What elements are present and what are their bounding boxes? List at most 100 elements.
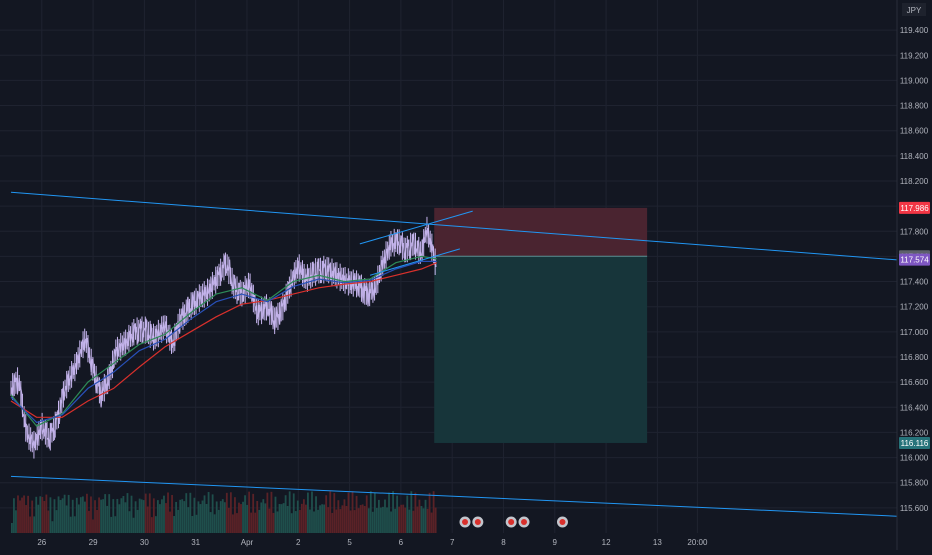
volume-bar bbox=[232, 514, 234, 533]
volume-bar bbox=[140, 499, 143, 533]
volume-bar bbox=[63, 494, 66, 533]
volume-bar bbox=[142, 500, 145, 533]
event-flag-icon bbox=[521, 519, 527, 525]
volume-bar bbox=[77, 504, 80, 533]
event-flag-icon bbox=[462, 519, 469, 525]
x-tick-label: 7 bbox=[450, 538, 455, 547]
volume-bar bbox=[246, 504, 248, 533]
volume-bar bbox=[175, 501, 178, 533]
volume-bar bbox=[284, 495, 287, 533]
moving-average-red bbox=[10, 262, 438, 418]
volume-bar bbox=[432, 491, 435, 533]
volume-bar bbox=[392, 491, 394, 533]
volume-bar bbox=[146, 506, 149, 533]
volume-bar bbox=[25, 505, 27, 533]
price-label: 116.116 bbox=[901, 439, 929, 448]
volume-bar bbox=[408, 509, 411, 533]
volume-bar bbox=[13, 498, 15, 533]
volume-bar bbox=[163, 495, 165, 533]
volume-bar bbox=[321, 504, 324, 533]
volume-bar bbox=[266, 492, 269, 533]
currency-label: JPY bbox=[907, 6, 922, 15]
y-tick-label: 119.000 bbox=[900, 76, 929, 85]
x-tick-label: Apr bbox=[241, 538, 254, 547]
volume-bar bbox=[430, 512, 433, 533]
y-tick-label: 118.600 bbox=[900, 127, 929, 136]
volume-bar bbox=[272, 512, 275, 533]
volume-bar bbox=[191, 515, 194, 533]
volume-bar bbox=[159, 504, 161, 533]
volume-bar bbox=[81, 496, 84, 533]
volume-bar bbox=[92, 519, 94, 533]
volume-bar bbox=[298, 509, 301, 533]
y-tick-label: 116.200 bbox=[900, 428, 929, 437]
volume-bar bbox=[195, 514, 198, 533]
x-tick-label: 6 bbox=[399, 538, 404, 547]
moving-average-blue bbox=[10, 260, 437, 424]
take-profit-zone bbox=[434, 256, 648, 443]
volume-bar bbox=[136, 509, 139, 533]
volume-bar bbox=[41, 496, 44, 533]
volume-bar bbox=[55, 510, 58, 533]
volume-bar bbox=[193, 497, 196, 533]
volume-bar bbox=[357, 508, 360, 533]
volume-bar bbox=[57, 496, 60, 533]
x-tick-label: 5 bbox=[347, 538, 352, 547]
volume-bar bbox=[296, 500, 299, 533]
volume-bar bbox=[126, 493, 129, 533]
volume-bar bbox=[187, 507, 190, 533]
volume-bar bbox=[359, 505, 362, 533]
volume-bar bbox=[404, 507, 407, 533]
volume-bar bbox=[304, 504, 307, 533]
volume-bar bbox=[134, 501, 137, 533]
volume-bar bbox=[276, 511, 279, 533]
price-label-badge bbox=[899, 201, 930, 214]
volume-bar bbox=[96, 509, 98, 533]
volume-bar bbox=[215, 501, 218, 533]
volume-bar bbox=[33, 516, 36, 533]
volume-bar bbox=[424, 499, 427, 533]
x-tick-label: 2 bbox=[296, 538, 301, 547]
volume-bar bbox=[71, 499, 74, 533]
y-tick-label: 117.000 bbox=[900, 328, 929, 337]
volume-bar bbox=[420, 506, 423, 533]
volume-bar bbox=[240, 504, 242, 533]
volume-bar bbox=[83, 501, 86, 533]
volume-bar bbox=[138, 498, 141, 533]
y-tick-label: 115.800 bbox=[900, 479, 929, 488]
volume-bar bbox=[207, 492, 210, 533]
volume-bar bbox=[114, 516, 117, 533]
volume-bar bbox=[11, 523, 13, 533]
trendline bbox=[369, 248, 461, 276]
volume-bar bbox=[315, 496, 317, 533]
volume-bar bbox=[29, 516, 32, 533]
volume-bar bbox=[343, 499, 346, 533]
volume-bar bbox=[339, 509, 342, 533]
volume-bar bbox=[161, 499, 163, 533]
volume-bar bbox=[130, 495, 133, 533]
volume-bar bbox=[294, 511, 297, 533]
volume-bar bbox=[150, 517, 153, 533]
volume-bar bbox=[106, 505, 109, 533]
volume-bar bbox=[250, 512, 253, 533]
volume-bar bbox=[384, 499, 386, 533]
volume-bar bbox=[327, 507, 330, 533]
volume-bar bbox=[371, 511, 374, 533]
volume-bar bbox=[98, 497, 100, 533]
volume-bar bbox=[104, 494, 107, 533]
volume-bar bbox=[382, 506, 384, 533]
x-tick-label: 8 bbox=[501, 538, 506, 547]
volume-bar bbox=[219, 501, 222, 533]
volume-bar bbox=[331, 512, 334, 533]
volume-bar bbox=[21, 497, 23, 533]
y-tick-label: 116.800 bbox=[900, 353, 929, 362]
volume-bar bbox=[223, 502, 226, 533]
volume-bar bbox=[227, 507, 230, 533]
volume-bar bbox=[307, 492, 309, 533]
volume-bar bbox=[205, 503, 208, 533]
volume-bar bbox=[418, 499, 421, 533]
volume-bar bbox=[394, 508, 397, 533]
volume-bar bbox=[67, 494, 70, 533]
